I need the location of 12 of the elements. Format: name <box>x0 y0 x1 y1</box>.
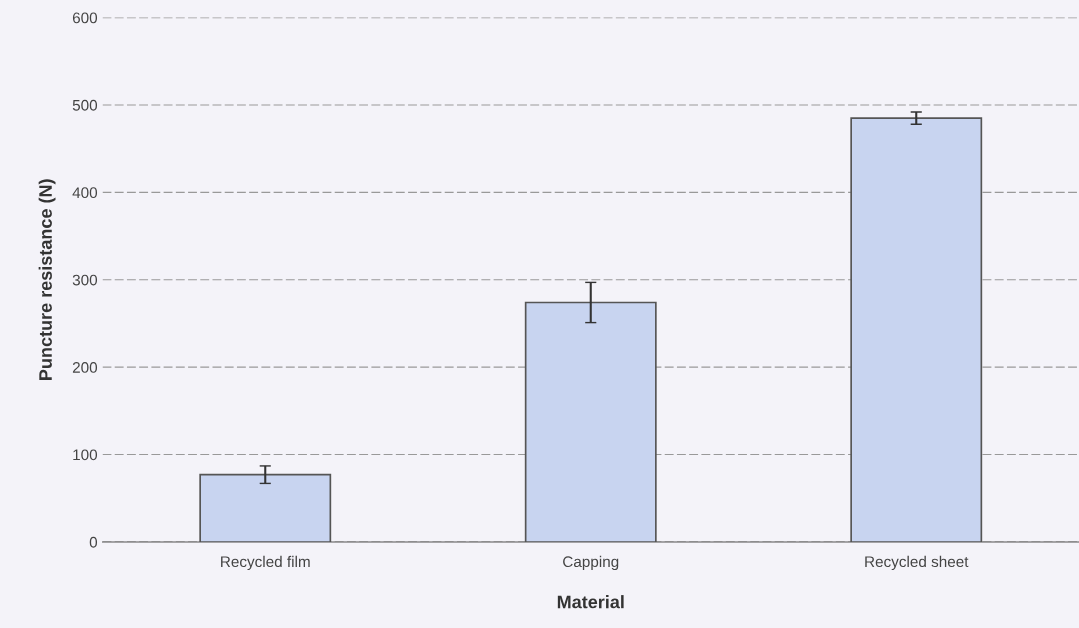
x-tick-label: Capping <box>563 555 619 571</box>
y-tick-label: 300 <box>72 274 98 286</box>
x-tick-label: Recycled film <box>221 555 310 571</box>
y-tick-label: 400 <box>72 187 98 199</box>
y-tick-label: 200 <box>72 362 98 373</box>
y-tick-label: 500 <box>72 99 98 111</box>
x-tick-label: Recycled sheet <box>865 555 969 571</box>
y-tick-label: 600 <box>72 12 98 24</box>
y-axis-title: Puncture resistance (N) <box>38 179 56 380</box>
x-axis-title: Material <box>557 595 624 609</box>
y-tick-label: 100 <box>73 449 98 461</box>
y-tick-label: 0 <box>89 536 98 548</box>
